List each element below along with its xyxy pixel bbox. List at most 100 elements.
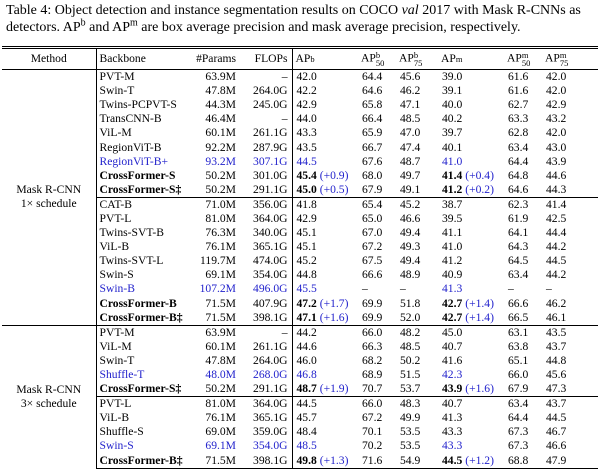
cell-text: 39.0 bbox=[442, 70, 463, 84]
cell-text: 365.1G bbox=[253, 240, 288, 254]
cell-text: 46.2 bbox=[400, 84, 421, 98]
table-cell: 53.7 bbox=[396, 382, 438, 397]
table-cell: 60.1M bbox=[190, 126, 240, 140]
cell-text: 50.2M bbox=[205, 382, 236, 396]
table-cell: 62.7 bbox=[504, 98, 542, 112]
table-cell: 268.0G bbox=[240, 367, 293, 383]
table-cell: 42.0 bbox=[292, 70, 358, 85]
table-cell: 76.1M bbox=[190, 411, 240, 425]
table-cell: 496.0G bbox=[240, 282, 293, 297]
table-cell: 301.0G bbox=[240, 168, 293, 183]
table-cell: 261.1G bbox=[240, 126, 293, 141]
table-cell: 47.0 bbox=[396, 126, 438, 140]
table-cell: 40.0 bbox=[438, 98, 504, 112]
table-cell: 66.5 bbox=[504, 311, 542, 326]
table-cell: 44.8 bbox=[542, 354, 598, 368]
cell-text: – bbox=[400, 282, 406, 296]
table-cell: 398.1G bbox=[240, 310, 293, 326]
cell-text: 48.9 bbox=[400, 268, 421, 282]
table-row: Twins-PCPVT-S 44.3M 245.0G 42.9 65.8 47.1 40.0… bbox=[2, 98, 598, 113]
table-cell: 44.2 bbox=[542, 240, 598, 254]
cell-text: 45.0 bbox=[296, 182, 317, 196]
table-cell: 70.1 bbox=[358, 425, 396, 439]
caption-text: m bbox=[130, 17, 138, 29]
table-cell: 67.3 bbox=[504, 439, 542, 453]
cell-text: 245.0G bbox=[253, 98, 288, 112]
table-cell: 50.2 bbox=[396, 354, 438, 368]
table-cell: 81.0M bbox=[190, 212, 240, 226]
cell-text: 63.8 bbox=[508, 339, 529, 353]
gain-text: (+0.5) bbox=[319, 182, 349, 196]
table-cell: 68.0 bbox=[358, 169, 396, 183]
cell-text: 40.2 bbox=[442, 112, 463, 126]
table-cell: 42.9 bbox=[542, 98, 598, 112]
caption-text: b bbox=[80, 17, 86, 29]
cell-text: 48.5 bbox=[296, 439, 317, 453]
table-cell: CrossFormer-B bbox=[96, 297, 190, 311]
table-cell: 48.2 bbox=[396, 324, 438, 340]
cell-text: 68.8 bbox=[508, 453, 529, 467]
cell-text: 356.0G bbox=[253, 197, 288, 211]
cell-text: CrossFormer-S‡ bbox=[99, 382, 182, 396]
table-cell: 43.5 bbox=[542, 324, 598, 340]
table-cell: 66.6 bbox=[504, 297, 542, 311]
column-header: AP b bbox=[292, 46, 358, 70]
cell-text: 46.7 bbox=[546, 425, 567, 439]
header-scripts: b 50 bbox=[376, 51, 385, 68]
cell-text: 44.4 bbox=[546, 226, 567, 240]
table-cell: 45.6 bbox=[542, 368, 598, 382]
cell-text: 364.0G bbox=[253, 397, 288, 411]
cell-text: Shuffle-S bbox=[99, 425, 144, 439]
cell-text: ViL-B bbox=[99, 411, 130, 425]
table-cell: 76.1M bbox=[190, 240, 240, 254]
cell-text: 47.3 bbox=[546, 382, 567, 396]
cell-text: 81.0M bbox=[205, 397, 236, 411]
table-cell: 64.3 bbox=[504, 240, 542, 254]
table-cell: 47.1 bbox=[396, 98, 438, 112]
table-cell: 41.6 bbox=[438, 354, 504, 368]
cell-text: 61.6 bbox=[508, 70, 529, 84]
table-row: Swin-T 47.8M 264.0G 46.0 68.2 50.2 41.6 65.1 44.… bbox=[2, 353, 598, 368]
table-row: RegionViT-B 92.2M 287.9G 43.5 66.7 47.4 40.1 63… bbox=[2, 140, 598, 155]
cell-text: 51.8 bbox=[400, 296, 421, 310]
header-sub: 75 bbox=[413, 58, 423, 68]
cell-text: 64.3 bbox=[508, 240, 529, 254]
table-cell: TransCNN-B bbox=[96, 112, 190, 126]
cell-text: 364.0G bbox=[253, 211, 288, 225]
cell-text: – bbox=[281, 112, 288, 126]
table-cell: 42.3 bbox=[438, 368, 504, 382]
cell-text: 71.5M bbox=[205, 453, 236, 467]
table-cell: 41.4 (+0.4) bbox=[438, 169, 504, 183]
table-cell: 48.5 bbox=[396, 112, 438, 126]
cell-text: 53.5 bbox=[400, 425, 421, 439]
table-cell: 63.3 bbox=[504, 112, 542, 126]
cell-text: 43.9 bbox=[546, 154, 567, 168]
cell-text: 43.5 bbox=[546, 325, 567, 339]
column-header: Method bbox=[2, 46, 97, 70]
cell-text: 45.6 bbox=[546, 368, 567, 382]
cell-text: 66.6 bbox=[362, 268, 383, 282]
table-cell: 67.9 bbox=[504, 382, 542, 397]
cell-text: CrossFormer-S‡ bbox=[99, 182, 182, 196]
cell-text: 48.4 bbox=[296, 425, 317, 439]
cell-text: 354.0G bbox=[253, 268, 288, 282]
cell-text: Swin-S bbox=[99, 439, 134, 453]
table-cell: 44.5 bbox=[292, 396, 358, 412]
table-caption: Table 4: Object detection and instance s… bbox=[6, 2, 596, 36]
cell-text: 44.5 bbox=[546, 411, 567, 425]
table-cell: 264.0G bbox=[240, 84, 293, 99]
header-sup: b bbox=[413, 50, 419, 60]
table-cell: 67.9 bbox=[358, 183, 396, 198]
table-cell: 46.2 bbox=[542, 297, 598, 311]
cell-text: 47.9 bbox=[546, 453, 567, 467]
cell-text: 76.1M bbox=[205, 411, 236, 425]
table-cell: 48.3 bbox=[396, 396, 438, 412]
cell-text: 47.4 bbox=[400, 140, 421, 154]
table-cell: 76.3M bbox=[190, 226, 240, 240]
header-sup: m bbox=[455, 54, 463, 65]
cell-text: 65.4 bbox=[362, 197, 383, 211]
cell-text: 264.0G bbox=[253, 84, 288, 98]
table-cell: 47.1 (+1.6) bbox=[292, 311, 358, 326]
cell-text: 65.1 bbox=[508, 353, 529, 367]
table-cell: 48.5 bbox=[396, 340, 438, 354]
